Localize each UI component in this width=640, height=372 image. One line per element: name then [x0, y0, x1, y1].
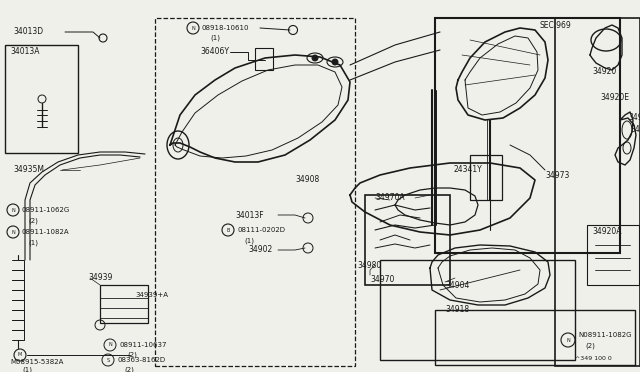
Text: 34904: 34904 — [445, 280, 469, 289]
Text: (1): (1) — [28, 240, 38, 246]
Text: 34920E: 34920E — [600, 93, 629, 103]
Text: S: S — [106, 357, 109, 362]
Text: (2): (2) — [28, 218, 38, 224]
Text: (1): (1) — [22, 367, 32, 372]
Text: 34013A: 34013A — [10, 48, 40, 57]
Text: (2): (2) — [585, 343, 595, 349]
Text: 08111-0202D: 08111-0202D — [238, 227, 286, 233]
Circle shape — [332, 59, 338, 65]
Text: (2): (2) — [127, 352, 137, 358]
Text: (1): (1) — [244, 238, 254, 244]
Bar — [365, 195, 450, 285]
Text: 34918: 34918 — [445, 305, 469, 314]
Text: 34970A: 34970A — [375, 193, 404, 202]
Bar — [555, 18, 640, 366]
Text: 34920A: 34920A — [592, 228, 621, 237]
Text: B: B — [227, 228, 230, 232]
Text: (1): (1) — [210, 35, 220, 41]
Text: M: M — [18, 353, 22, 357]
Bar — [435, 18, 620, 253]
Circle shape — [312, 55, 318, 61]
Text: 08363-8162D: 08363-8162D — [118, 357, 166, 363]
Bar — [470, 155, 502, 200]
Text: 34921: 34921 — [630, 125, 640, 135]
Bar — [5, 45, 78, 153]
Text: 34939: 34939 — [88, 273, 113, 282]
Bar — [155, 18, 355, 366]
Text: 08918-10610: 08918-10610 — [202, 25, 250, 31]
Text: N: N — [11, 208, 15, 212]
Text: 34973: 34973 — [545, 170, 570, 180]
Text: 24341Y: 24341Y — [454, 166, 483, 174]
Text: 34939+A: 34939+A — [135, 292, 168, 298]
Text: 34902: 34902 — [248, 246, 272, 254]
Text: N08911-1082G: N08911-1082G — [578, 332, 632, 338]
Text: 34013F: 34013F — [235, 211, 264, 219]
Bar — [435, 310, 635, 365]
Bar — [587, 225, 639, 285]
Text: 08911-1062G: 08911-1062G — [22, 207, 70, 213]
Text: N: N — [191, 26, 195, 31]
Text: 36406Y: 36406Y — [200, 48, 229, 57]
Text: N: N — [566, 337, 570, 343]
Text: M08915-5382A: M08915-5382A — [10, 359, 63, 365]
Text: (2): (2) — [124, 367, 134, 372]
Text: 08911-10637: 08911-10637 — [120, 342, 168, 348]
Text: 08911-1082A: 08911-1082A — [22, 229, 70, 235]
Text: 34908: 34908 — [295, 176, 319, 185]
Bar — [255, 48, 273, 70]
Text: ^349 100 0: ^349 100 0 — [575, 356, 612, 360]
Text: 34980: 34980 — [357, 260, 381, 269]
Text: N: N — [11, 230, 15, 234]
Text: SEC.969: SEC.969 — [540, 20, 572, 29]
Text: 34922: 34922 — [628, 113, 640, 122]
Text: 34935M: 34935M — [13, 166, 44, 174]
Text: 34970: 34970 — [370, 276, 394, 285]
Text: 34013D: 34013D — [13, 28, 43, 36]
Text: 34920: 34920 — [592, 67, 616, 77]
Bar — [380, 260, 575, 360]
Text: N: N — [108, 343, 112, 347]
Bar — [100, 285, 148, 323]
